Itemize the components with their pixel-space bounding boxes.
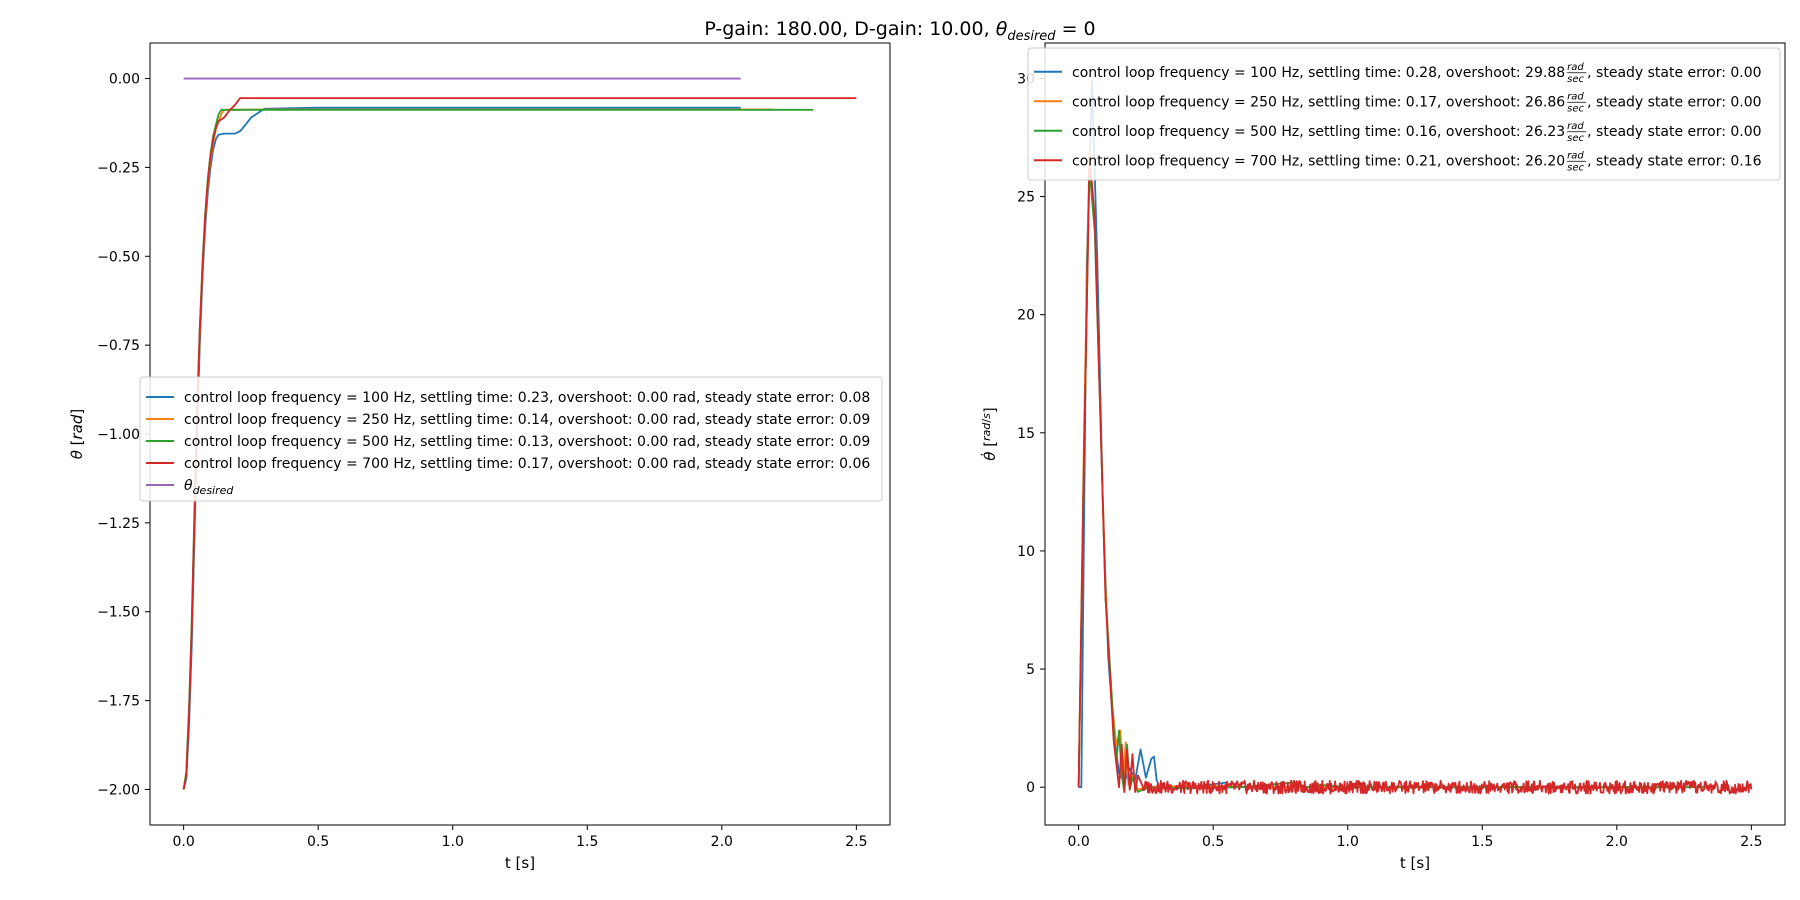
legend-entry-suffix: , steady state error: 0.16 (1587, 153, 1761, 169)
series-line (182, 97, 857, 790)
legend-entry-suffix: , steady state error: 0.00 (1587, 65, 1761, 81)
y-tick-label: −1.00 (97, 427, 140, 443)
legend-unit-denominator: sec (1567, 133, 1584, 144)
y-tick-label: 25 (1017, 190, 1035, 206)
legend-unit-numerator: rad (1567, 91, 1584, 102)
y-tick-label: −2.00 (97, 782, 140, 798)
legend-entry: control loop frequency = 500 Hz, settlin… (184, 434, 870, 450)
y-axis-label: θ̇ [rad/s] (980, 407, 999, 460)
x-tick-label: 1.0 (1337, 834, 1359, 850)
legend-unit-numerator: rad (1567, 121, 1584, 132)
x-tick-label: 0.5 (307, 834, 329, 850)
y-tick-label: 20 (1017, 308, 1035, 324)
legend-entry: control loop frequency = 700 Hz, settlin… (184, 456, 870, 472)
x-tick-label: 2.0 (711, 834, 733, 850)
legend-unit-denominator: sec (1567, 162, 1584, 173)
series-line (1078, 79, 1636, 789)
x-tick-label: 0.0 (1068, 834, 1090, 850)
legend-unit-denominator: sec (1567, 103, 1584, 114)
legend-box (1027, 47, 1781, 181)
y-tick-label: −1.50 (97, 605, 140, 621)
y-tick-label: 5 (1026, 662, 1035, 678)
legend-entry-suffix: , steady state error: 0.00 (1587, 124, 1761, 140)
legend-unit-denominator: sec (1567, 74, 1584, 85)
y-tick-label: −1.75 (97, 694, 140, 710)
x-tick-label: 2.0 (1606, 834, 1628, 850)
legend-entry: control loop frequency = 700 Hz, settlin… (1072, 153, 1565, 169)
x-tick-label: 2.5 (1740, 834, 1762, 850)
legend-entry: control loop frequency = 250 Hz, settlin… (184, 412, 870, 428)
y-tick-label: −0.50 (97, 249, 140, 265)
x-tick-label: 2.5 (845, 834, 867, 850)
series-line (1077, 167, 1709, 793)
y-tick-label: −1.25 (97, 516, 140, 532)
legend-entry: control loop frequency = 100 Hz, settlin… (184, 390, 870, 406)
y-tick-label: 0.00 (109, 72, 140, 88)
x-tick-label: 1.0 (442, 834, 464, 850)
figure-title: P-gain: 180.00, D-gain: 10.00, θdesired … (704, 18, 1095, 44)
y-tick-label: 0 (1026, 780, 1035, 796)
x-tick-label: 1.5 (1471, 834, 1493, 850)
x-axis-label: t [s] (505, 854, 535, 872)
legend-box (139, 376, 883, 502)
legend-entry: control loop frequency = 500 Hz, settlin… (1072, 124, 1565, 140)
y-axis-label: θ [rad] (68, 409, 86, 460)
legend-entry-suffix: , steady state error: 0.00 (1587, 94, 1761, 110)
legend: control loop frequency = 100 Hz, settlin… (139, 376, 883, 502)
legend-entry: control loop frequency = 100 Hz, settlin… (1072, 65, 1565, 81)
y-tick-label: 15 (1017, 426, 1035, 442)
x-axis-label: t [s] (1400, 854, 1430, 872)
x-tick-label: 1.5 (576, 834, 598, 850)
legend: control loop frequency = 100 Hz, settlin… (1027, 47, 1781, 181)
legend-entry: control loop frequency = 250 Hz, settlin… (1072, 94, 1565, 110)
legend-entry: θdesired (184, 478, 234, 497)
y-tick-label: −0.25 (97, 160, 140, 176)
position-chart: 0.0 0.5 1.0 1.5 2.0 2.5 0.00 −0.25 −0.50 −0.75 −1.… (68, 42, 891, 872)
plot-frame (1044, 42, 1786, 826)
legend-unit-numerator: rad (1567, 62, 1584, 73)
y-tick-label: −0.75 (97, 338, 140, 354)
legend-unit-numerator: rad (1567, 150, 1584, 161)
y-tick-label: 10 (1017, 544, 1035, 560)
series-line (1077, 167, 1753, 795)
series-line (1077, 150, 1668, 791)
x-tick-label: 0.0 (173, 834, 195, 850)
x-tick-label: 0.5 (1202, 834, 1224, 850)
